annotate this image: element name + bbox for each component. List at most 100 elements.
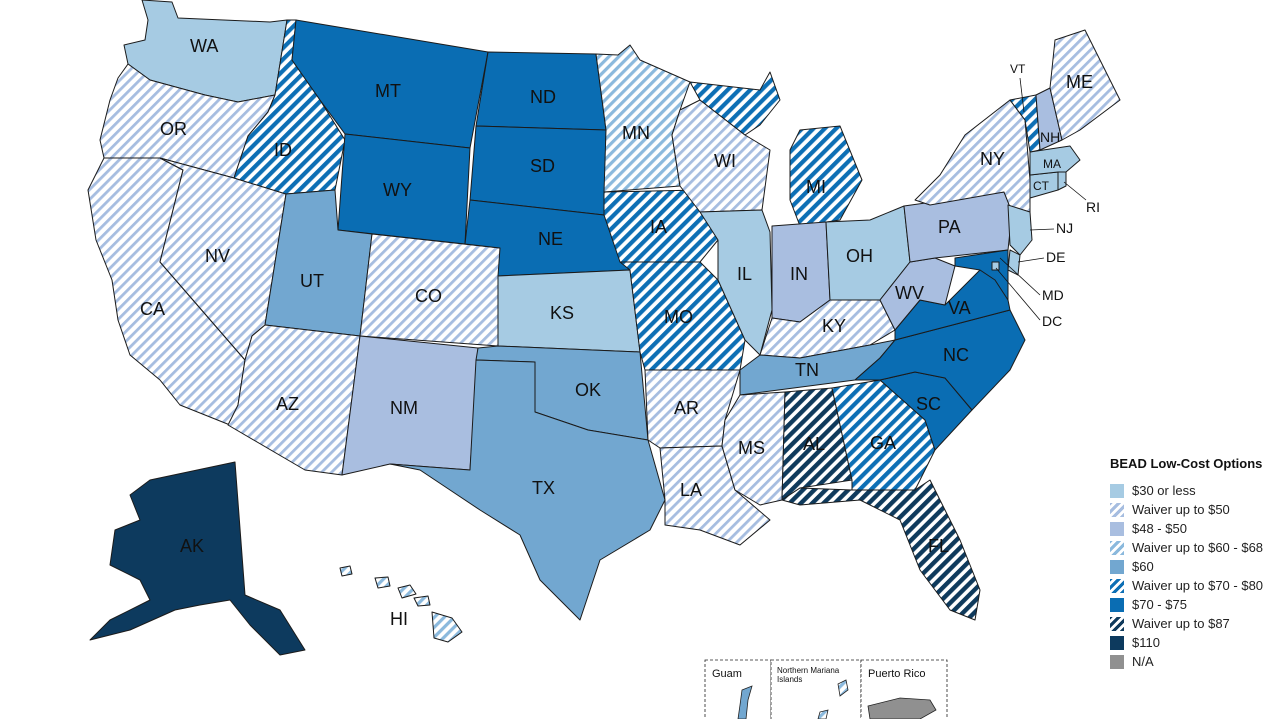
legend-item-na: N/A (1110, 654, 1278, 670)
leader-MD (999, 257, 1041, 296)
legend-swatch (1110, 503, 1124, 517)
state-MI (689, 71, 863, 227)
label-MN: MN (622, 123, 650, 143)
label-OK: OK (575, 380, 601, 400)
legend-label: Waiver up to $70 - $80 (1132, 578, 1264, 593)
label-MI: MI (806, 177, 826, 197)
label-VA: VA (948, 298, 971, 318)
label-IN: IN (790, 264, 808, 284)
label-OR: OR (160, 119, 187, 139)
legend-label: $30 or less (1132, 483, 1196, 498)
state-RI (1057, 171, 1067, 191)
state-AZ (227, 324, 361, 476)
label-WA: WA (190, 36, 218, 56)
legend-item-w50: Waiver up to $50 (1110, 502, 1278, 518)
legend-label: N/A (1132, 654, 1154, 669)
state-TX (389, 359, 666, 621)
label-KY: KY (822, 316, 846, 336)
legend: BEAD Low-Cost Options $30 or less Waiver … (1110, 456, 1278, 673)
state-VT (1009, 94, 1041, 153)
legend-items: $30 or less Waiver up to $50 $48 - $50 Waiv… (1110, 483, 1278, 670)
legend-label: $70 - $75 (1132, 597, 1187, 612)
label-TN: TN (795, 360, 819, 380)
legend-swatch (1110, 617, 1124, 631)
inset-guam-frame (704, 659, 772, 724)
state-DC (991, 261, 1000, 271)
label-TX: TX (532, 478, 555, 498)
label-NE: NE (538, 229, 563, 249)
leader-NJ (1029, 228, 1055, 231)
state-NC (854, 309, 1026, 411)
state-NY (914, 99, 1031, 216)
label-WY: WY (383, 180, 412, 200)
label-NV: NV (205, 246, 230, 266)
leader-DC (995, 267, 1041, 321)
legend-item-c75: $70 - $75 (1110, 597, 1278, 613)
legend-swatch (1110, 541, 1124, 555)
leader-VT (1019, 77, 1025, 113)
label-NM: NM (390, 398, 418, 418)
leader-DE (1017, 257, 1045, 263)
label-NH: NH (1040, 129, 1060, 145)
state-AK (89, 461, 306, 656)
label-AL: AL (803, 434, 825, 454)
label-WV: WV (895, 283, 924, 303)
label-DE: DE (1046, 249, 1065, 265)
state-HI (339, 565, 463, 643)
legend-label: Waiver up to $50 (1132, 502, 1230, 517)
label-PA: PA (938, 217, 961, 237)
legend-item-w87: Waiver up to $87 (1110, 616, 1278, 632)
label-OH: OH (846, 246, 873, 266)
label-IL: IL (737, 264, 752, 284)
legend-item-c60: $60 (1110, 559, 1278, 575)
state-NJ (1007, 204, 1033, 256)
legend-item-w68: Waiver up to $60 - $68 (1110, 540, 1278, 556)
legend-title: BEAD Low-Cost Options (1110, 456, 1263, 471)
territory-insets: Guam Northern Mariana Islands Puerto Ric… (704, 659, 948, 724)
label-MT: MT (375, 81, 401, 101)
label-UT: UT (300, 271, 324, 291)
label-CT: CT (1033, 179, 1050, 193)
state-FL (781, 479, 981, 621)
label-AK: AK (180, 536, 204, 556)
legend-item-c110: $110 (1110, 635, 1278, 651)
legend-label: $48 - $50 (1132, 521, 1187, 536)
label-AR: AR (674, 398, 699, 418)
legend-swatch (1110, 484, 1124, 498)
legend-label: $110 (1132, 635, 1160, 650)
label-MS: MS (738, 438, 765, 458)
label-FL: FL (928, 536, 949, 556)
legend-item-w80: Waiver up to $70 - $80 (1110, 578, 1278, 594)
label-AZ: AZ (276, 394, 299, 414)
label-DC: DC (1042, 313, 1062, 329)
state-MN (595, 44, 691, 193)
inset-pr-label: Puerto Rico (868, 668, 925, 680)
legend-swatch (1110, 655, 1124, 669)
legend-swatch (1110, 560, 1124, 574)
state-AL (781, 387, 853, 501)
inset-nmi-label-2: Islands (777, 675, 802, 684)
label-KS: KS (550, 303, 574, 323)
label-SD: SD (530, 156, 555, 176)
label-IA: IA (650, 217, 667, 237)
inset-nmi-label-1: Northern Mariana (777, 666, 840, 675)
legend-item-c30: $30 or less (1110, 483, 1278, 499)
legend-item-c48: $48 - $50 (1110, 521, 1278, 537)
label-ME: ME (1066, 72, 1093, 92)
label-MA: MA (1043, 157, 1061, 171)
legend-swatch (1110, 579, 1124, 593)
label-WI: WI (714, 151, 736, 171)
inset-guam-label: Guam (712, 668, 742, 680)
label-NC: NC (943, 345, 969, 365)
label-CA: CA (140, 299, 165, 319)
label-RI: RI (1086, 199, 1100, 215)
legend-swatch (1110, 598, 1124, 612)
label-MO: MO (664, 307, 693, 327)
legend-label: $60 (1132, 559, 1154, 574)
label-CO: CO (415, 286, 442, 306)
label-MD: MD (1042, 287, 1064, 303)
label-ID: ID (274, 140, 292, 160)
label-VT: VT (1010, 62, 1026, 76)
label-NJ: NJ (1056, 220, 1073, 236)
